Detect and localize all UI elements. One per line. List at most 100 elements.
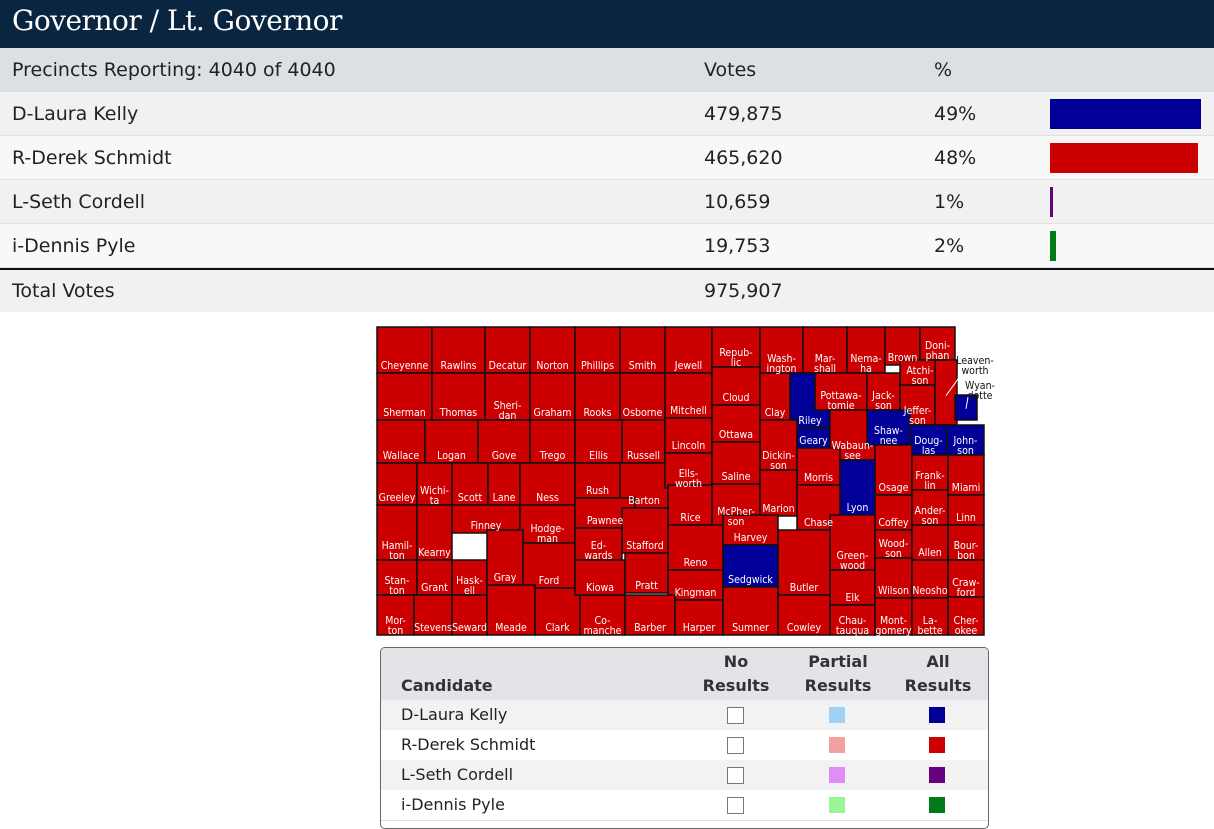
county-label: Finney	[471, 520, 502, 532]
county-label: Lyon	[847, 502, 869, 514]
county-label: Lincoln	[672, 440, 705, 452]
county-label: Harper	[683, 622, 716, 634]
county-label: ell	[464, 585, 475, 597]
county-label: ton	[388, 625, 403, 637]
county-label: Sheri-	[494, 400, 522, 412]
county-label: Scott	[458, 492, 483, 504]
partial-results-swatch	[829, 707, 845, 723]
percent: 48%	[934, 146, 977, 169]
county-label: Clay	[765, 407, 786, 419]
county-label: Russell	[627, 450, 660, 462]
county-label: nee	[880, 435, 898, 447]
county	[934, 359, 958, 426]
county-label: Bour-	[954, 540, 979, 552]
county	[947, 454, 985, 496]
county	[911, 597, 949, 636]
county	[722, 586, 779, 636]
county-label: ta	[430, 495, 440, 507]
county-label: son	[875, 400, 892, 412]
county	[413, 594, 453, 636]
county-label: Thomas	[439, 407, 478, 419]
no-results-swatch	[727, 797, 744, 814]
votes: 465,620	[704, 146, 783, 169]
county-label: Marion	[762, 503, 794, 515]
county-label: Geary	[799, 435, 828, 447]
county-label: Wilson	[878, 585, 909, 597]
county-label: Clark	[545, 622, 570, 634]
county-label: Rush	[586, 485, 609, 497]
county-label: ha	[860, 363, 872, 375]
county-label: Shaw-	[874, 425, 903, 437]
county	[424, 419, 479, 464]
county	[624, 552, 669, 594]
county	[529, 419, 576, 464]
county-label: Norton	[536, 360, 568, 372]
legend-header-line: Results	[804, 676, 872, 695]
no-results-swatch	[727, 767, 744, 784]
candidate-name: R-Derek Schmidt	[12, 146, 172, 169]
county	[874, 444, 913, 496]
county-label: Wash-	[767, 353, 796, 365]
leader-line	[945, 371, 964, 397]
county-label: son	[922, 515, 939, 527]
county-label: Coffey	[878, 517, 909, 529]
legend-table: Candidate No Results Partial Results All Resul…	[380, 647, 989, 829]
county-label: Grant	[421, 582, 448, 594]
percent-bar	[1050, 186, 1054, 217]
county-label: Kiowa	[586, 582, 614, 594]
county-label: La-	[923, 615, 937, 627]
legend-header-bg	[381, 648, 988, 700]
percent: 49%	[934, 102, 977, 125]
county-label: Craw-	[952, 577, 979, 589]
percent-bar	[1050, 98, 1202, 129]
county-label: Chase	[804, 517, 833, 529]
candidate-row: D-Laura Kelly 479,875 49%	[0, 92, 1214, 136]
county-label: Dickin-	[762, 450, 795, 462]
county	[574, 326, 621, 374]
county-label: Mar-	[815, 353, 836, 365]
county-label: okee	[955, 625, 978, 637]
county-label: Gray	[494, 572, 517, 584]
county	[519, 504, 576, 544]
county	[674, 599, 724, 636]
county-label: son	[912, 375, 929, 387]
county-label: Trego	[539, 450, 566, 462]
county-map: Cheyenne Rawlins Decatur Norton Phillips Smit…	[376, 326, 995, 637]
county-label: Pawnee	[587, 515, 624, 527]
legend-row: D-Laura Kelly	[381, 700, 988, 731]
county-label: Green-	[837, 550, 869, 562]
county-label: Repub-	[719, 347, 752, 359]
county-label: Butler	[790, 582, 819, 594]
county-label: Smith	[629, 360, 657, 372]
county-label: Pottawa-	[820, 390, 861, 402]
county	[667, 484, 714, 526]
legend-header-line: Results	[702, 676, 770, 695]
candidate-name: L-Seth Cordell	[12, 190, 146, 213]
county-label: son	[885, 548, 902, 560]
county	[664, 326, 713, 374]
county	[486, 584, 536, 636]
county-label: man	[537, 533, 558, 545]
county-label: Stevens	[414, 622, 452, 634]
county-label: dan	[499, 410, 517, 422]
legend-header: Candidate	[401, 674, 493, 698]
total-label: Total Votes	[12, 280, 115, 302]
county-label: Seward	[452, 622, 487, 634]
county-label: Pratt	[635, 580, 658, 592]
county	[911, 524, 949, 561]
county-label: Cloud	[723, 392, 750, 404]
county-label: Osage	[879, 482, 909, 494]
county	[431, 372, 486, 421]
county-label: phan	[926, 350, 950, 362]
county-label: Morris	[804, 472, 833, 484]
county	[534, 587, 581, 636]
county-label: Greeley	[379, 492, 416, 504]
county-label: tauqua	[836, 625, 869, 637]
county-label: Ed-	[591, 540, 606, 552]
county	[947, 596, 985, 636]
no-results-swatch	[727, 707, 744, 724]
votes: 10,659	[704, 190, 771, 213]
county-label: Ellis	[589, 450, 608, 462]
legend-row: R-Derek Schmidt	[381, 730, 988, 761]
